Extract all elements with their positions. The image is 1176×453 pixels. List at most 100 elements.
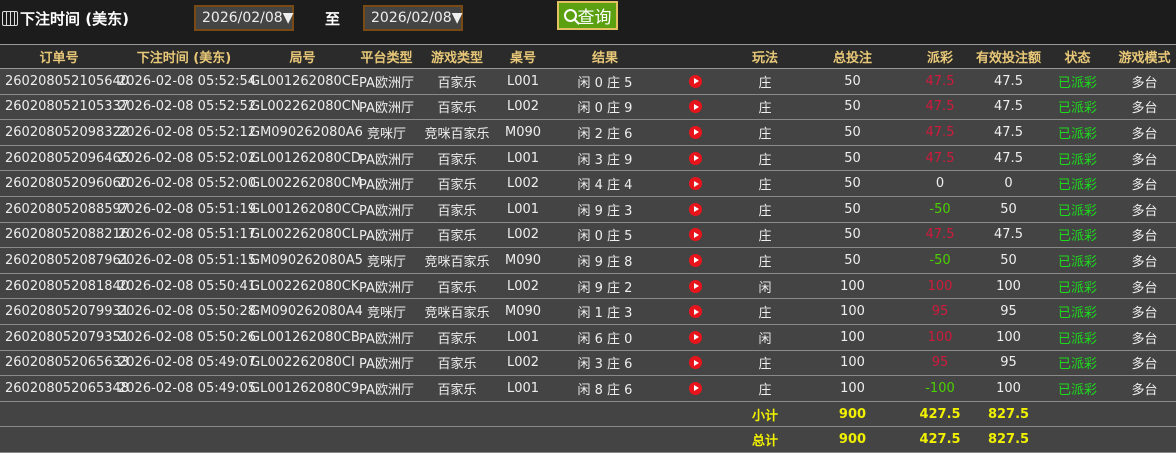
table-row: 260208052096465 2026-02-08 05:52:02 GL0012… <box>0 145 1176 172</box>
table-row: 260208052065633 2026-02-08 05:49:07 GL0022… <box>0 350 1176 377</box>
play-video-icon[interactable] <box>688 100 702 114</box>
table-row: 260208052081840 2026-02-08 05:50:41 GL0022… <box>0 273 1176 300</box>
query-button[interactable]: 查询 <box>557 1 618 30</box>
table-no: L002 <box>496 94 550 121</box>
platform: PA欧洲厅 <box>355 273 418 300</box>
payout: -50 <box>905 196 975 223</box>
round-id: GL002262080CL <box>250 222 358 249</box>
table-no: L001 <box>496 375 550 402</box>
total-bet: 50 <box>800 247 905 274</box>
date-to-select[interactable]: 2026/02/08▼ <box>363 5 463 31</box>
result: 闲 4 庄 4 <box>550 170 660 197</box>
order-id: 260208052105640 <box>0 68 129 95</box>
video-cell[interactable] <box>660 68 730 95</box>
play-video-icon[interactable] <box>688 74 702 88</box>
video-cell[interactable] <box>660 196 730 223</box>
total-bet: 100 <box>800 298 905 325</box>
subtotal-row: 小计 900 427.5 827.5 <box>0 401 1176 428</box>
platform: PA欧洲厅 <box>355 324 418 351</box>
platform: PA欧洲厅 <box>355 375 418 402</box>
status: 已派彩 <box>1042 273 1113 300</box>
video-cell[interactable] <box>660 298 730 325</box>
column-header <box>660 44 730 69</box>
play-type: 庄 <box>730 145 800 172</box>
table-no: M090 <box>496 119 550 146</box>
payout: 47.5 <box>905 119 975 146</box>
calendar-icon <box>2 11 18 26</box>
platform: PA欧洲厅 <box>355 222 418 249</box>
subtotal-payout: 427.5 <box>905 401 975 428</box>
platform: 竞咪厅 <box>355 247 418 274</box>
table-row: 260208052087961 2026-02-08 05:51:15 GM0902… <box>0 247 1176 274</box>
play-video-icon[interactable] <box>688 330 702 344</box>
video-cell[interactable] <box>660 350 730 377</box>
payout: 95 <box>905 298 975 325</box>
order-id: 260208052065348 <box>0 375 129 402</box>
play-type: 庄 <box>730 119 800 146</box>
game-type: 竞咪百家乐 <box>418 119 496 146</box>
status: 已派彩 <box>1042 119 1113 146</box>
play-video-icon[interactable] <box>688 305 702 319</box>
play-video-icon[interactable] <box>688 279 702 293</box>
game-mode: 多台 <box>1113 375 1176 402</box>
status: 已派彩 <box>1042 196 1113 223</box>
payout: 47.5 <box>905 145 975 172</box>
status: 已派彩 <box>1042 375 1113 402</box>
column-header: 结果 <box>550 44 660 69</box>
empty <box>1042 426 1113 453</box>
game-mode: 多台 <box>1113 170 1176 197</box>
play-video-icon[interactable] <box>688 356 702 370</box>
game-mode: 多台 <box>1113 247 1176 274</box>
bet-time: 2026-02-08 05:52:54 <box>118 68 256 95</box>
column-header: 订单号 <box>0 44 118 69</box>
play-type: 庄 <box>730 350 800 377</box>
video-cell[interactable] <box>660 119 730 146</box>
payout: 95 <box>905 350 975 377</box>
total-bet: 50 <box>800 68 905 95</box>
play-type: 庄 <box>730 222 800 249</box>
video-cell[interactable] <box>660 273 730 300</box>
play-type: 庄 <box>730 298 800 325</box>
game-mode: 多台 <box>1113 196 1176 223</box>
video-cell[interactable] <box>660 247 730 274</box>
result: 闲 2 庄 6 <box>550 119 660 146</box>
video-cell[interactable] <box>660 94 730 121</box>
total-bet: 100 <box>800 324 905 351</box>
valid-bet: 50 <box>975 196 1042 223</box>
bet-time: 2026-02-08 05:51:19 <box>118 196 256 223</box>
date-from-select[interactable]: 2026/02/08▼ <box>194 5 294 31</box>
play-type: 庄 <box>730 170 800 197</box>
table-row: 260208052065348 2026-02-08 05:49:05 GL0012… <box>0 375 1176 402</box>
total-bet: 50 <box>800 94 905 121</box>
valid-bet: 47.5 <box>975 119 1042 146</box>
video-cell[interactable] <box>660 375 730 402</box>
status: 已派彩 <box>1042 324 1113 351</box>
play-video-icon[interactable] <box>688 253 702 267</box>
play-video-icon[interactable] <box>688 381 702 395</box>
bet-time: 2026-02-08 05:50:41 <box>118 273 256 300</box>
video-cell[interactable] <box>660 145 730 172</box>
game-type: 百家乐 <box>418 324 496 351</box>
valid-bet: 47.5 <box>975 68 1042 95</box>
order-id: 260208052096465 <box>0 145 129 172</box>
play-video-icon[interactable] <box>688 177 702 191</box>
play-video-icon[interactable] <box>688 125 702 139</box>
play-video-icon[interactable] <box>688 202 702 216</box>
bet-time: 2026-02-08 05:52:00 <box>118 170 256 197</box>
payout: 47.5 <box>905 222 975 249</box>
order-id: 260208052087961 <box>0 247 129 274</box>
result: 闲 0 庄 5 <box>550 222 660 249</box>
status: 已派彩 <box>1042 94 1113 121</box>
order-id: 260208052088216 <box>0 222 129 249</box>
column-header: 局号 <box>250 44 355 69</box>
column-header: 游戏类型 <box>418 44 496 69</box>
total-payout: 427.5 <box>905 426 975 453</box>
video-cell[interactable] <box>660 324 730 351</box>
play-video-icon[interactable] <box>688 228 702 242</box>
video-cell[interactable] <box>660 222 730 249</box>
round-id: GM090262080A6 <box>250 119 363 146</box>
play-video-icon[interactable] <box>688 151 702 165</box>
total-label: 总计 <box>730 426 800 453</box>
column-header: 状态 <box>1042 44 1113 69</box>
video-cell[interactable] <box>660 170 730 197</box>
